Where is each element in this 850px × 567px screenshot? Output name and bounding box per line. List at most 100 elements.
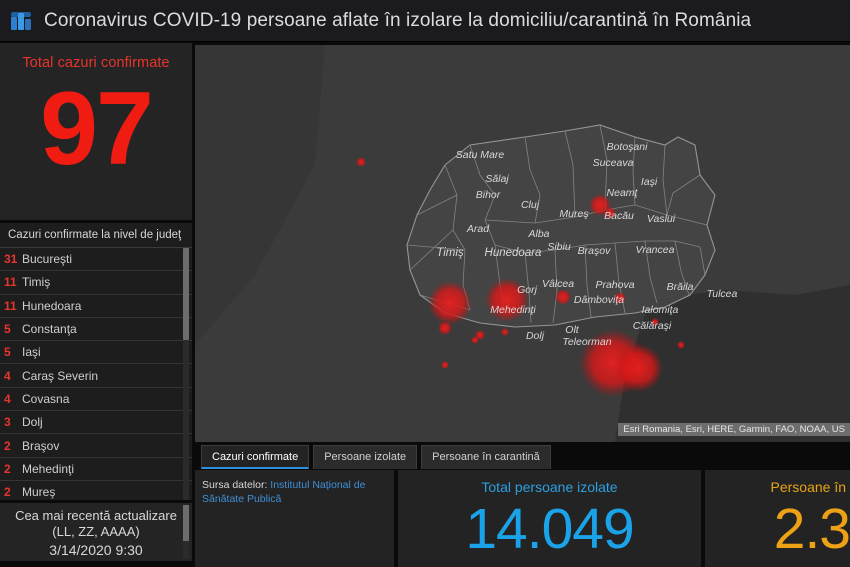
left-sidebar: Total cazuri confirmate 97 Cazuri confir… [0,43,192,567]
quarantine-label: Persoane în [770,479,847,495]
map-label-valcea: Vâlcea [542,278,574,290]
map-county-borders [406,124,708,324]
county-name: Covasna [22,391,70,406]
map-country-outline [406,124,716,328]
county-name: Bucureşti [22,252,73,267]
map-label-teleorman: Teleorman [562,336,611,348]
data-source-link[interactable]: Institutul Naţional de Sănătate Publică [202,479,366,506]
county-row[interactable]: 5 Iaşi [0,341,192,365]
quarantine-value: 2.3 [773,497,850,561]
county-row[interactable]: 5 Constanţa [0,317,192,342]
map-label-salaj: Sălaj [485,173,509,185]
map-county-labels: Satu Mare Botoşani Suceava Sălaj Iaşi Bi… [436,141,737,348]
map-hotspots [356,157,685,397]
map-label-brasov: Braşov [578,245,611,257]
county-row[interactable]: 11 Timiş [0,271,192,295]
map-label-cluj: Cluj [521,199,540,211]
county-count: 2 [4,438,11,453]
map-label-calarasi: Călăraşi [633,320,672,332]
map-label-bacau: Bacău [604,210,634,222]
county-row[interactable]: 11 Hunedoara [0,294,192,318]
county-row[interactable]: 2 Mureş [0,480,192,500]
map-label-dolj: Dolj [526,330,545,342]
map-label-hunedoara: Hunedoara [485,247,542,259]
county-count: 4 [4,368,11,383]
map-label-prahova: Prahova [595,279,634,291]
data-source-text: Sursa datelor: Institutul Naţional de Să… [202,478,387,506]
county-count: 5 [4,345,11,360]
map-label-bihor: Bihor [476,189,501,201]
tab-bar: Cazuri confirmate Persoane izolate Persoan… [201,445,551,469]
county-row[interactable]: 3 Dolj [0,411,192,435]
bottom-panels: Sursa datelor: Institutul Naţional de Să… [195,470,850,567]
map-label-vaslui: Vaslui [647,213,676,225]
county-count: 11 [4,275,17,290]
total-confirmed-label: Total cazuri confirmate [22,55,170,71]
app-logo-icon [8,8,34,34]
county-count: 2 [4,461,11,476]
quarantine-panel: Persoane în 2.3 [705,470,850,567]
map-attribution: Esri Romania, Esri, HERE, Garmin, FAO, N… [618,423,850,436]
county-row[interactable]: 2 Braşov [0,434,192,458]
data-source-panel: Sursa datelor: Institutul Naţional de Să… [195,470,394,567]
county-row[interactable]: 4 Covasna [0,387,192,412]
last-update-panel: Cea mai recentă actualizare (LL, ZZ, AAA… [0,503,192,561]
total-isolated-label: Total persoane izolate [481,479,618,495]
romania-map-svg[interactable]: Satu Mare Botoşani Suceava Sălaj Iaşi Bi… [195,45,850,442]
county-count: 3 [4,415,11,430]
update-scrollbar-thumb[interactable] [183,505,189,541]
total-isolated-panel: Total persoane izolate 14.049 [398,470,701,567]
tab-0[interactable]: Cazuri confirmate [201,445,310,469]
last-update-label-line2: (LL, ZZ, AAAA) [52,524,140,540]
map-label-alba: Alba [527,228,549,240]
map-label-ialomita: Ialomiţa [642,304,679,316]
tab-1[interactable]: Persoane izolate [313,445,418,469]
map-label-suceava: Suceava [593,157,634,169]
counties-scrollbar-track[interactable] [183,248,189,500]
map-label-iasi: Iaşi [641,176,658,188]
total-confirmed-value: 97 [40,71,154,187]
county-name: Constanţa [22,322,77,337]
map-label-dambovita: Dâmboviţa [574,294,624,306]
map-label-arad: Arad [466,223,490,235]
county-count: 11 [4,298,17,313]
tab-2[interactable]: Persoane în carantină [421,445,551,469]
county-row[interactable]: 31 Bucureşti [0,248,192,272]
map-label-mehedinti: Mehedinţi [490,304,536,316]
county-count: 2 [4,485,11,500]
map-label-gorj: Gorj [517,284,538,296]
counties-list[interactable]: 31 Bucureşti 11 Timiş 11 Hunedoara 5 Constanţa 5… [0,248,192,500]
map-label-botosani: Botoşani [607,141,649,153]
app-header: Coronavirus COVID-19 persoane aflate în … [0,0,850,42]
counties-scrollbar-thumb[interactable] [183,248,189,340]
map-label-tulcea: Tulcea [707,288,738,300]
county-name: Dolj [22,415,43,430]
county-name: Mehedinţi [22,461,75,476]
county-name: Hunedoara [22,298,82,313]
county-name: Braşov [22,438,60,453]
county-name: Caraş Severin [22,368,99,383]
map-label-vrancea: Vrancea [636,244,675,256]
map-label-neamt: Neamţ [607,187,639,199]
county-row[interactable]: 2 Mehedinţi [0,457,192,481]
counties-panel-header: Cazuri confirmate la nivel de judeţ [0,223,192,248]
map-label-sibiu: Sibiu [547,241,571,253]
map-label-timis: Timiş [436,247,464,259]
map-label-mures: Mureş [559,208,589,220]
last-update-value: 3/14/2020 9:30 [49,541,143,558]
last-update-label-line1: Cea mai recentă actualizare [15,508,177,523]
data-source-label: Sursa datelor: [202,479,268,491]
page-title: Coronavirus COVID-19 persoane aflate în … [44,9,752,31]
county-name: Mureş [22,485,56,500]
map-label-braila: Brăila [667,281,694,293]
county-count: 4 [4,391,11,406]
county-count: 31 [4,252,18,267]
counties-panel: Cazuri confirmate la nivel de judeţ 31 Bu… [0,223,192,503]
map-label-olt: Olt [565,324,580,336]
map-canvas[interactable]: Satu Mare Botoşani Suceava Sălaj Iaşi Bi… [195,45,850,442]
county-name: Timiş [22,275,51,290]
county-row[interactable]: 4 Caraş Severin [0,364,192,388]
county-name: Iaşi [22,345,41,360]
total-confirmed-panel: Total cazuri confirmate 97 [0,43,192,223]
